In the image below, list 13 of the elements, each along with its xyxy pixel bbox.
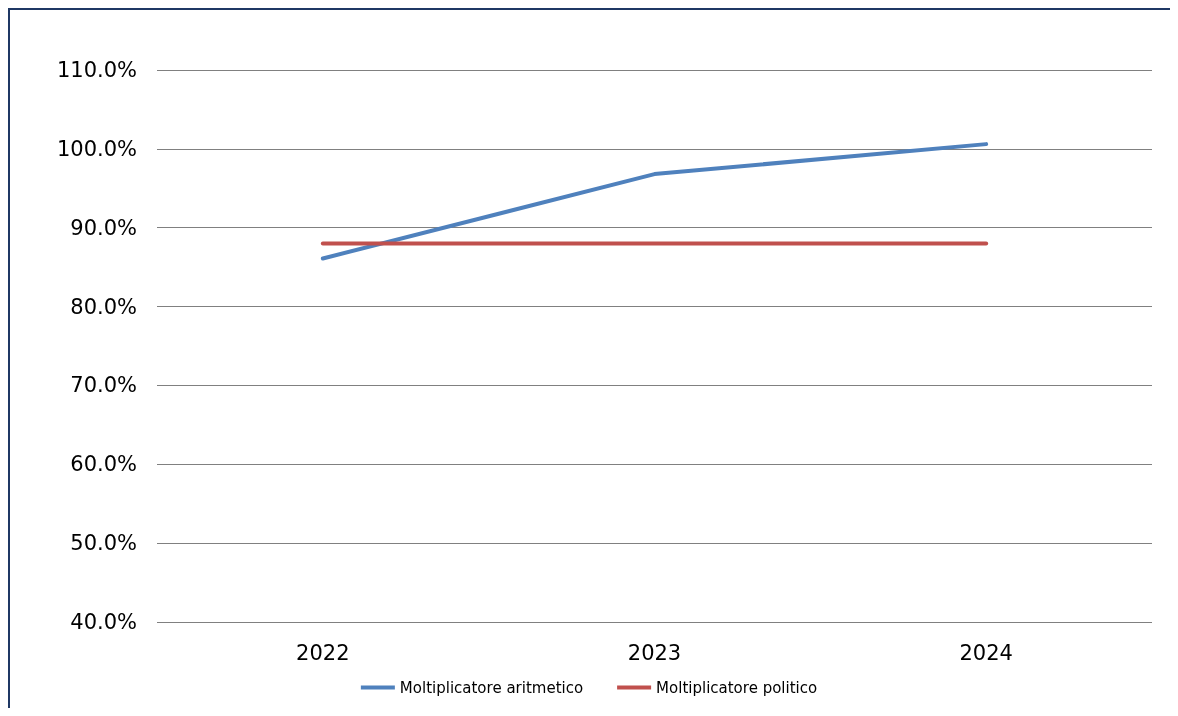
y-tick-label: 50.0% xyxy=(70,531,137,556)
x-tick-label: 2022 xyxy=(296,640,350,665)
y-tick-label: 90.0% xyxy=(70,215,137,240)
legend-label: Moltiplicatore aritmetico xyxy=(399,678,584,697)
legend-label: Moltiplicatore politico xyxy=(656,678,818,697)
y-tick-label: 40.0% xyxy=(70,610,137,634)
x-tick-label: 2023 xyxy=(627,640,682,665)
y-tick-label: 60.0% xyxy=(70,452,137,477)
y-tick-label: 100.0% xyxy=(56,136,137,161)
x-tick-label: 2024 xyxy=(959,640,1013,665)
y-tick-label: 110.0% xyxy=(56,58,137,82)
y-tick-label: 80.0% xyxy=(70,294,137,319)
y-tick-label: 70.0% xyxy=(70,373,137,398)
